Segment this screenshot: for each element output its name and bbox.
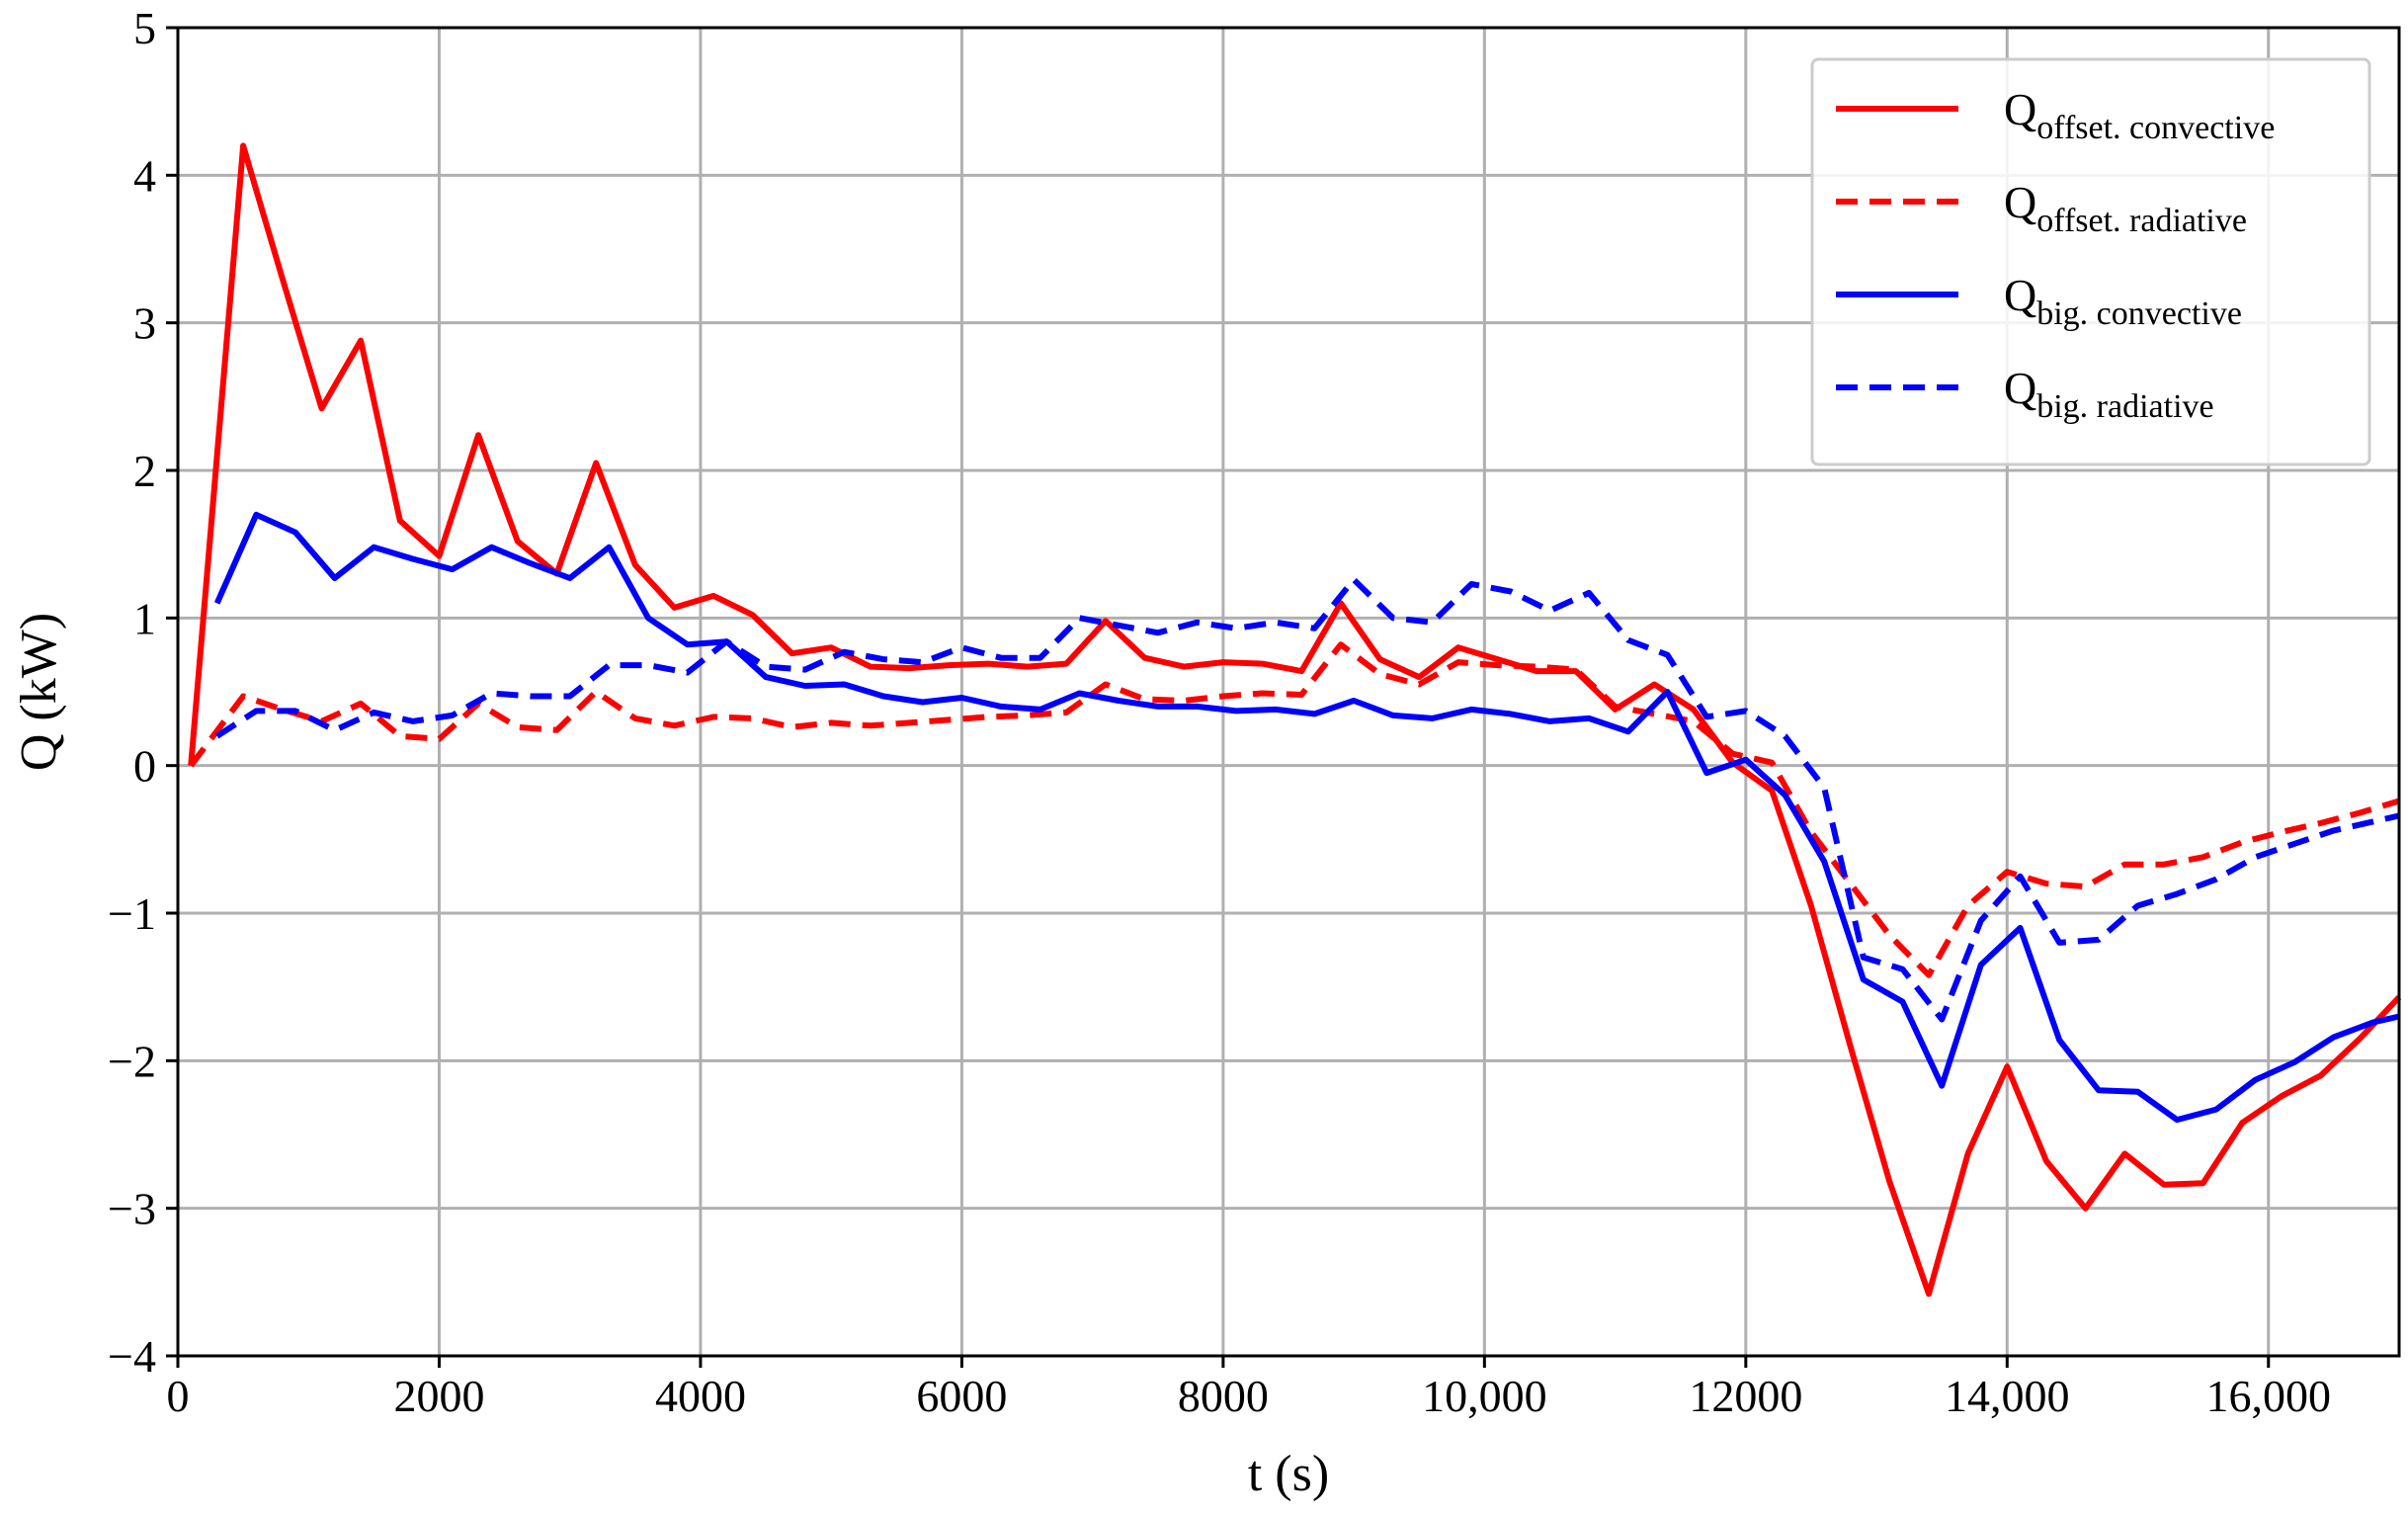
x-tick-label: 10,000 (1422, 1371, 1547, 1421)
series-line-0 (188, 142, 2402, 1298)
plot-area-frame (176, 26, 2401, 1358)
legend-label-subscript: offset. convective (2036, 110, 2275, 146)
series-line-1 (188, 641, 2400, 978)
x-axis-title: t (s) (1248, 1446, 1329, 1502)
legend-label-subscript: offset. radiative (2036, 203, 2247, 239)
y-tick-label: −1 (108, 888, 156, 939)
series-line-3 (215, 576, 2400, 1023)
y-axis-title: Q (kW) (11, 613, 67, 771)
legend-box (1810, 57, 2371, 466)
x-tick-label: 0 (167, 1371, 190, 1421)
series-line-2 (213, 511, 2400, 1124)
y-tick-label: −4 (108, 1331, 156, 1382)
legend-label: Qbig. convective (2004, 270, 2242, 332)
grid-lines (176, 26, 2399, 1358)
legend-label: Qbig. radiative (2004, 363, 2214, 425)
legend-label-main: Q (2004, 363, 2036, 413)
y-tick-label: 5 (133, 3, 156, 53)
y-tick-label: −2 (108, 1036, 156, 1086)
x-tick-label: 2000 (393, 1371, 484, 1421)
y-tick-label: −3 (108, 1184, 156, 1234)
y-tick-label: 4 (133, 150, 156, 201)
legend-label: Qoffset. convective (2004, 84, 2275, 146)
series-lines (188, 142, 2402, 1298)
x-tick-label: 14,000 (1945, 1371, 2070, 1421)
x-tick-label: 16,000 (2206, 1371, 2332, 1421)
legend-label-main: Q (2004, 270, 2036, 320)
y-tick-label: 2 (133, 446, 156, 496)
y-tick-label: 1 (133, 593, 156, 643)
legend-label: Qoffset. radiative (2004, 177, 2247, 239)
x-tick-label: 8000 (1178, 1371, 1269, 1421)
x-tick-label: 4000 (655, 1371, 746, 1421)
legend-label-subscript: big. radiative (2036, 388, 2213, 425)
x-tick-label: 12000 (1689, 1371, 1802, 1421)
y-tick-label: 0 (133, 741, 156, 792)
legend-label-subscript: big. convective (2036, 295, 2242, 332)
legend-label-main: Q (2004, 84, 2036, 134)
axis-ticks: 0 2000 4000 6000 8000 10,000 12000 14,000 16,000… (108, 3, 2331, 1421)
legend-label-main: Q (2004, 177, 2036, 227)
x-tick-label: 6000 (916, 1371, 1007, 1421)
y-tick-label: 3 (133, 298, 156, 349)
